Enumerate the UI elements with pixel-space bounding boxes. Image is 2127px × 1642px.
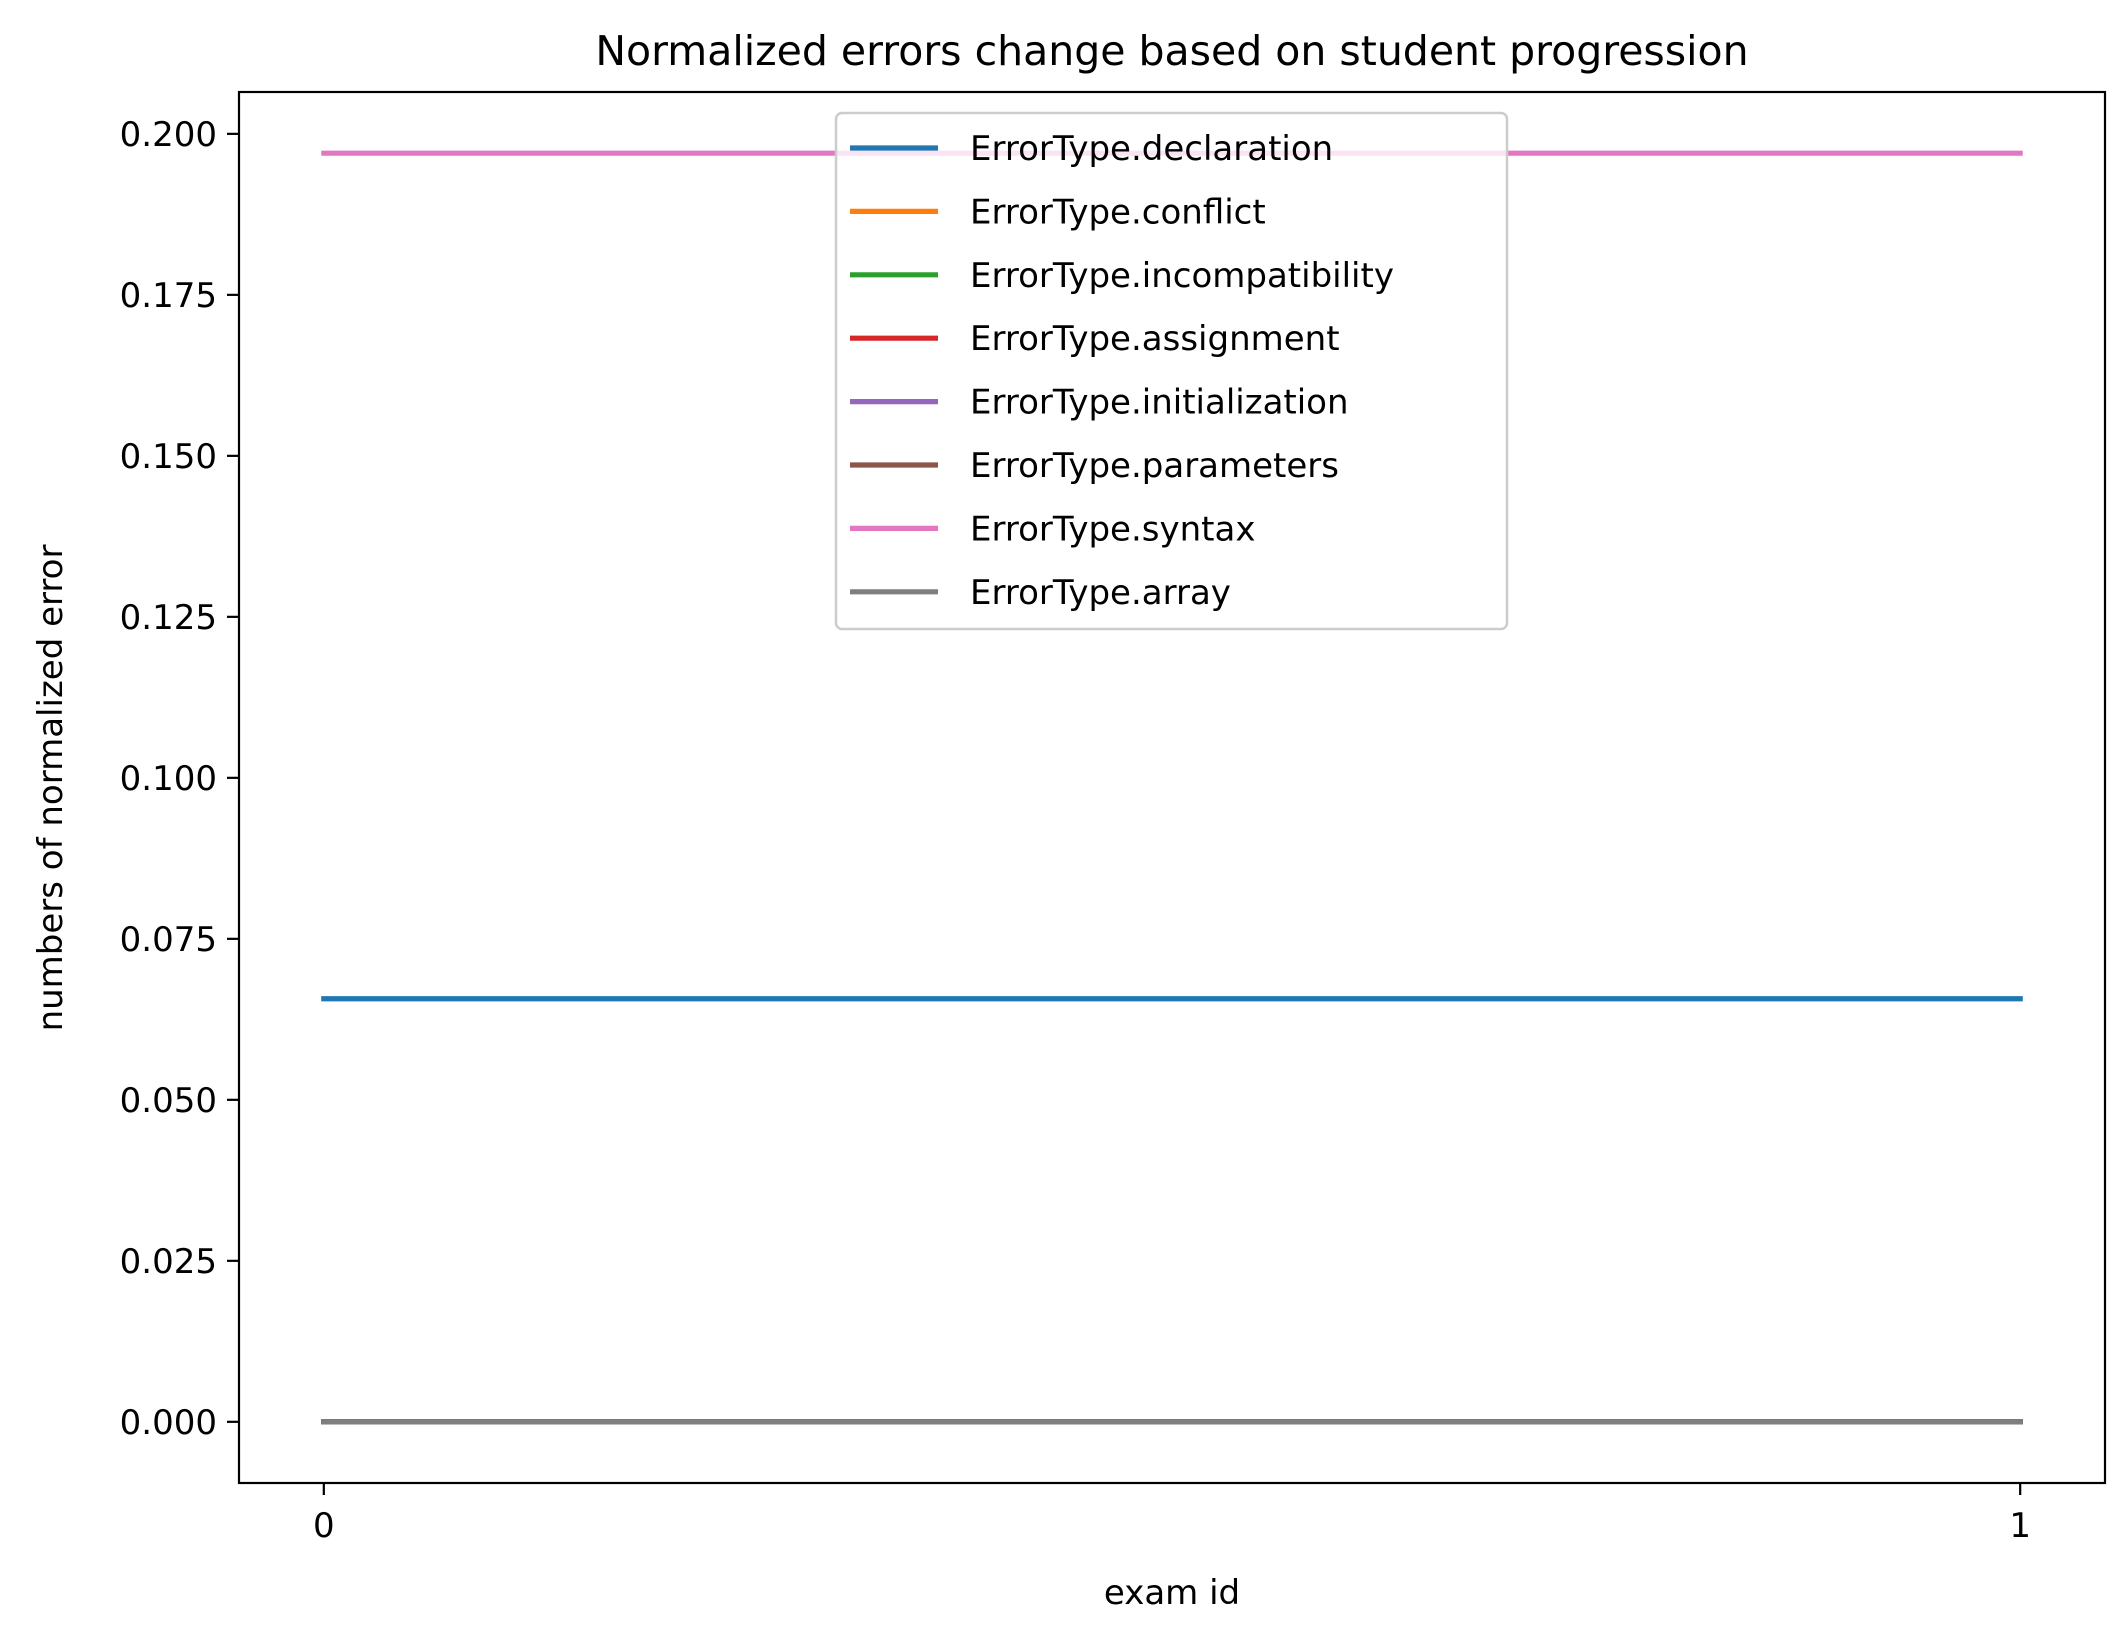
legend-box xyxy=(834,111,1509,631)
plot-frame xyxy=(237,90,2107,1485)
legend-label: ErrorType.initialization xyxy=(970,383,1349,423)
series-layer xyxy=(321,150,2023,1425)
legend-label: ErrorType.conflict xyxy=(970,192,1266,232)
legend-label: ErrorType.declaration xyxy=(970,129,1333,169)
legend-label: ErrorType.syntax xyxy=(970,509,1255,549)
y-tick-label: 0.200 xyxy=(120,115,217,155)
y-tick-label: 0.100 xyxy=(120,759,217,799)
y-tick-label: 0.150 xyxy=(120,437,217,477)
y-tick-label: 0.025 xyxy=(120,1242,217,1282)
y-tick-label: 0.000 xyxy=(120,1403,217,1443)
y-axis-label: numbers of normalized error xyxy=(31,545,71,1032)
x-axis-label: exam id xyxy=(1104,1573,1240,1613)
y-tick-label: 0.050 xyxy=(120,1081,217,1121)
legend-label: ErrorType.incompatibility xyxy=(970,256,1394,296)
y-axis: 0.000 0.025 0.050 0.075 0.100 0.125 0.150 0.175… xyxy=(120,115,239,1443)
x-tick-label: 0 xyxy=(313,1506,335,1546)
y-tick-label: 0.125 xyxy=(120,598,217,638)
legend: ErrorType.declaration ErrorType.conflict E… xyxy=(834,111,1509,631)
legend-label: ErrorType.assignment xyxy=(970,319,1340,359)
legend-label: ErrorType.array xyxy=(970,573,1231,613)
chart-title: Normalized errors change based on studen… xyxy=(595,27,1748,75)
x-tick-label: 1 xyxy=(2009,1506,2031,1546)
y-tick-label: 0.175 xyxy=(120,276,217,316)
legend-label: ErrorType.parameters xyxy=(970,446,1339,486)
legend-items: ErrorType.declaration ErrorType.conflict E… xyxy=(850,129,1394,613)
y-tick-label: 0.075 xyxy=(120,920,217,960)
